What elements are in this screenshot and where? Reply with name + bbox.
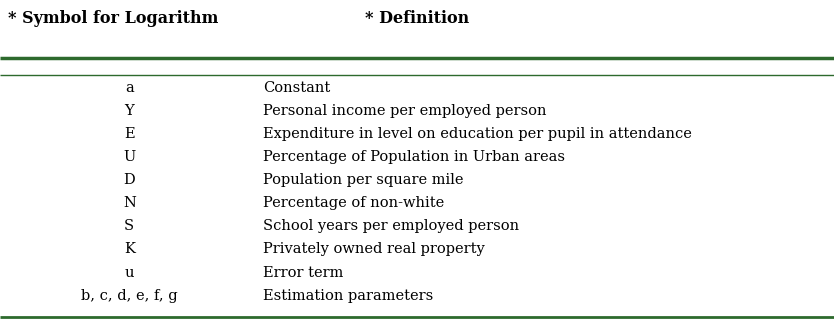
Text: Population per square mile: Population per square mile [263, 173, 463, 187]
Text: * Definition: * Definition [364, 10, 469, 27]
Text: D: D [123, 173, 135, 187]
Text: Percentage of Population in Urban areas: Percentage of Population in Urban areas [263, 150, 565, 164]
Text: Percentage of non-white: Percentage of non-white [263, 196, 444, 210]
Text: Personal income per employed person: Personal income per employed person [263, 104, 546, 118]
Text: Expenditure in level on education per pupil in attendance: Expenditure in level on education per pu… [263, 127, 691, 141]
Text: a: a [125, 81, 133, 95]
Text: Estimation parameters: Estimation parameters [263, 289, 433, 303]
Text: S: S [124, 219, 134, 233]
Text: U: U [123, 150, 135, 164]
Text: Privately owned real property: Privately owned real property [263, 242, 485, 256]
Text: N: N [123, 196, 136, 210]
Text: * Symbol for Logarithm: * Symbol for Logarithm [8, 10, 219, 27]
Text: u: u [124, 265, 134, 280]
Text: K: K [123, 242, 135, 256]
Text: School years per employed person: School years per employed person [263, 219, 519, 233]
Text: Error term: Error term [263, 265, 343, 280]
Text: E: E [124, 127, 134, 141]
Text: Constant: Constant [263, 81, 330, 95]
Text: b, c, d, e, f, g: b, c, d, e, f, g [81, 289, 178, 303]
Text: Y: Y [124, 104, 134, 118]
